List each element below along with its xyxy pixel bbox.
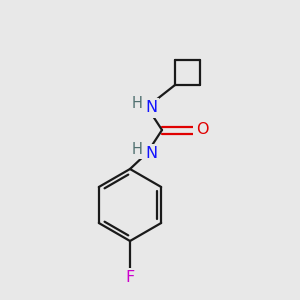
Text: H: H — [132, 142, 142, 157]
Text: O: O — [196, 122, 208, 137]
Text: H: H — [132, 95, 142, 110]
Text: N: N — [145, 146, 157, 161]
Text: F: F — [125, 271, 135, 286]
Text: N: N — [145, 100, 157, 116]
